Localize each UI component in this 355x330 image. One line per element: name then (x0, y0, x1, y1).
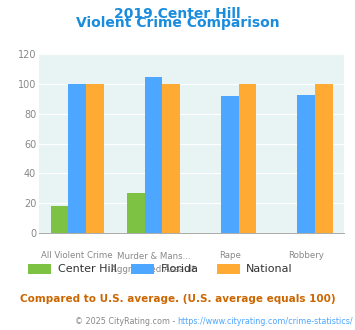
Bar (239, 84, 256, 233)
Bar (86, 84, 104, 233)
Text: Aggravated Assault: Aggravated Assault (111, 265, 196, 274)
Bar (69, 84, 86, 233)
Bar (221, 96, 239, 233)
Text: Violent Crime Comparison: Violent Crime Comparison (76, 16, 279, 30)
Text: Rape: Rape (219, 251, 241, 260)
Text: Compared to U.S. average. (U.S. average equals 100): Compared to U.S. average. (U.S. average … (20, 294, 335, 304)
Text: National: National (246, 264, 293, 274)
Text: Florida: Florida (161, 264, 199, 274)
Bar (315, 84, 333, 233)
Bar (127, 193, 145, 233)
Bar (145, 77, 162, 233)
Text: All Violent Crime: All Violent Crime (42, 251, 113, 260)
Bar (297, 94, 315, 233)
Text: © 2025 CityRating.com -: © 2025 CityRating.com - (75, 317, 178, 326)
Text: 2019 Center Hill: 2019 Center Hill (114, 7, 241, 20)
Bar (51, 206, 69, 233)
Text: Center Hill: Center Hill (58, 264, 117, 274)
Bar (162, 84, 180, 233)
Text: https://www.cityrating.com/crime-statistics/: https://www.cityrating.com/crime-statist… (178, 317, 353, 326)
Text: Murder & Mans...: Murder & Mans... (117, 252, 190, 261)
Text: Robbery: Robbery (288, 251, 324, 260)
